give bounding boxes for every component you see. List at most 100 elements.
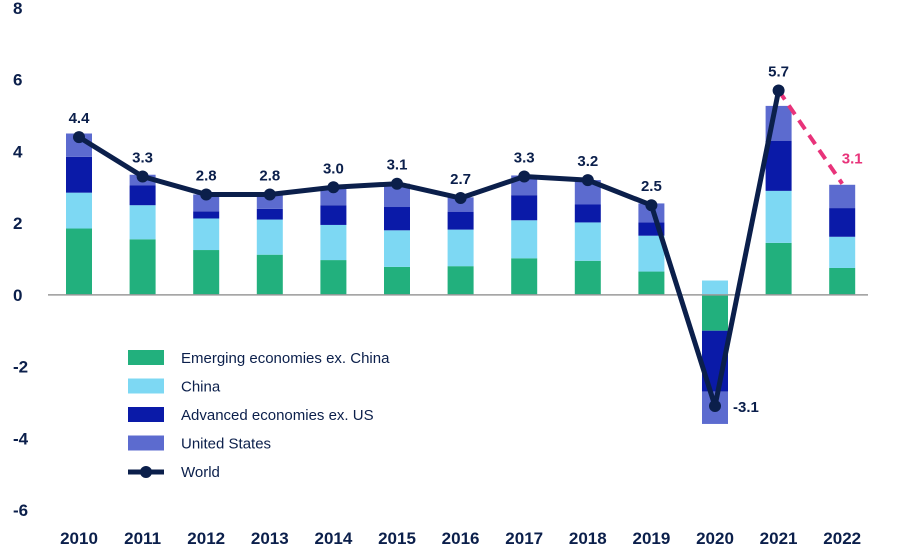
world-point: [581, 174, 594, 187]
x-tick-label: 2010: [60, 529, 98, 548]
world-point: [136, 170, 149, 183]
y-axis-ticks: 8 6 4 2 0 -2 -4 -6: [13, 0, 29, 520]
bar-segment-advanced-economies-ex-us: [574, 204, 601, 223]
legend: Emerging economies ex. China China Advance…: [128, 350, 390, 481]
bar-segment-emerging-economies-ex-china: [256, 254, 283, 295]
bar-segment-emerging-economies-ex-china: [384, 266, 410, 295]
bar-segment-emerging-economies-ex-china: [66, 228, 92, 295]
bar-segment-china: [829, 236, 856, 268]
bar-segment-advanced-economies-ex-us: [66, 156, 92, 193]
world-point: [200, 188, 213, 201]
x-tick-label: 2013: [251, 529, 289, 548]
bar-segment-emerging-economies-ex-china: [765, 242, 792, 295]
bar-segment-advanced-economies-ex-us: [765, 140, 792, 191]
x-tick-label: 2021: [760, 529, 798, 548]
world-point: [73, 131, 85, 144]
legend-marker-world: [140, 466, 152, 478]
bar-segment-advanced-economies-ex-us: [256, 208, 283, 220]
y-tick-label: -2: [13, 358, 28, 377]
legend-label: Emerging economies ex. China: [181, 350, 390, 367]
y-tick-label: 0: [13, 286, 22, 305]
world-data-label: 3.2: [577, 153, 598, 170]
bar-segment-china: [702, 280, 728, 295]
world-data-label: 3.3: [514, 150, 535, 167]
bar-segment-united-states: [193, 194, 220, 212]
bar-segment-china: [447, 229, 474, 267]
bar-segment-china: [638, 235, 665, 272]
bar-segment-china: [256, 219, 283, 255]
bar-segment-united-states: [384, 183, 410, 208]
world-point: [518, 170, 531, 183]
world-data-label: 3.3: [132, 150, 153, 167]
y-tick-label: 2: [13, 214, 22, 233]
world-data-label: 5.7: [768, 63, 789, 80]
bar-segment-emerging-economies-ex-china: [447, 266, 474, 295]
legend-swatch: [128, 435, 164, 451]
bar-segment-advanced-economies-ex-us: [129, 185, 156, 206]
world-data-label: 2.7: [450, 171, 471, 188]
bar-segment-emerging-economies-ex-china: [320, 260, 347, 295]
world-data-label: 3.1: [387, 157, 408, 174]
bar-segment-emerging-economies-ex-china: [638, 271, 665, 295]
bar-segment-emerging-economies-ex-china: [574, 260, 601, 295]
world-data-label: 4.4: [69, 110, 91, 127]
x-tick-label: 2016: [442, 529, 480, 548]
world-point: [391, 177, 403, 190]
bar-segment-china: [511, 220, 538, 259]
legend-swatch: [128, 407, 164, 422]
world-line: [76, 87, 782, 409]
world-data-label: 2.5: [641, 178, 662, 195]
legend-swatch: [128, 378, 164, 394]
x-tick-label: 2015: [378, 529, 416, 548]
bar-segment-emerging-economies-ex-china: [829, 267, 856, 295]
world-line-series: 4.4 3.3 2.8 2.8 3.0 3.1 2.7 3.3 3.2 2.5 -3.1 5.7 3.1: [69, 63, 863, 416]
bar-segment-advanced-economies-ex-us: [384, 207, 410, 231]
bar-segment-china: [384, 230, 410, 267]
bar-segment-china: [66, 192, 92, 229]
bar-segment-china: [129, 205, 156, 240]
world-point: [709, 400, 721, 413]
x-tick-label: 2012: [187, 529, 225, 548]
bar-segment-advanced-economies-ex-us: [193, 211, 220, 219]
bar-segment-emerging-economies-ex-china: [129, 239, 156, 295]
x-tick-label: 2011: [124, 529, 161, 548]
world-data-label: 3.1: [842, 151, 863, 168]
legend-label: China: [181, 379, 221, 396]
x-tick-label: 2019: [632, 529, 670, 548]
x-axis-ticks: 2010 2011 2012 2013 2014 2015 2016 2017 2018 2019…: [60, 529, 861, 548]
bar-segment-china: [765, 190, 792, 243]
bar-segment-united-states: [320, 187, 347, 206]
bar-segment-advanced-economies-ex-us: [447, 211, 474, 230]
stacked-bars: [66, 105, 856, 424]
y-tick-label: 4: [13, 142, 23, 161]
bar-segment-china: [574, 222, 601, 261]
bar-segment-united-states: [447, 197, 474, 212]
world-point: [772, 84, 785, 97]
legend-label: World: [181, 464, 220, 481]
bar-segment-united-states: [829, 184, 856, 209]
x-tick-label: 2018: [569, 529, 607, 548]
bar-segment-china: [320, 224, 347, 261]
bar-segment-advanced-economies-ex-us: [511, 195, 538, 221]
legend-label: United States: [181, 436, 271, 453]
bar-segment-advanced-economies-ex-us: [829, 208, 856, 237]
world-data-label: 3.0: [323, 160, 344, 177]
x-tick-label: 2022: [823, 529, 861, 548]
y-tick-label: 6: [13, 71, 22, 90]
legend-label: Advanced economies ex. US: [181, 407, 374, 424]
y-tick-label: -4: [13, 429, 29, 448]
x-tick-label: 2017: [505, 529, 543, 548]
world-data-label: 2.8: [196, 167, 217, 184]
bar-segment-emerging-economies-ex-china: [193, 250, 220, 295]
bar-segment-advanced-economies-ex-us: [320, 205, 347, 225]
world-forecast-line: [776, 89, 844, 185]
y-tick-label: -6: [13, 501, 28, 520]
y-tick-label: 8: [13, 0, 22, 18]
world-data-label: 2.8: [259, 167, 280, 184]
world-point: [645, 199, 658, 212]
bar-segment-china: [193, 218, 220, 251]
bar-segment-emerging-economies-ex-china: [511, 258, 538, 295]
bar-segment-emerging-economies-ex-china: [702, 294, 728, 331]
x-tick-label: 2014: [314, 529, 352, 548]
